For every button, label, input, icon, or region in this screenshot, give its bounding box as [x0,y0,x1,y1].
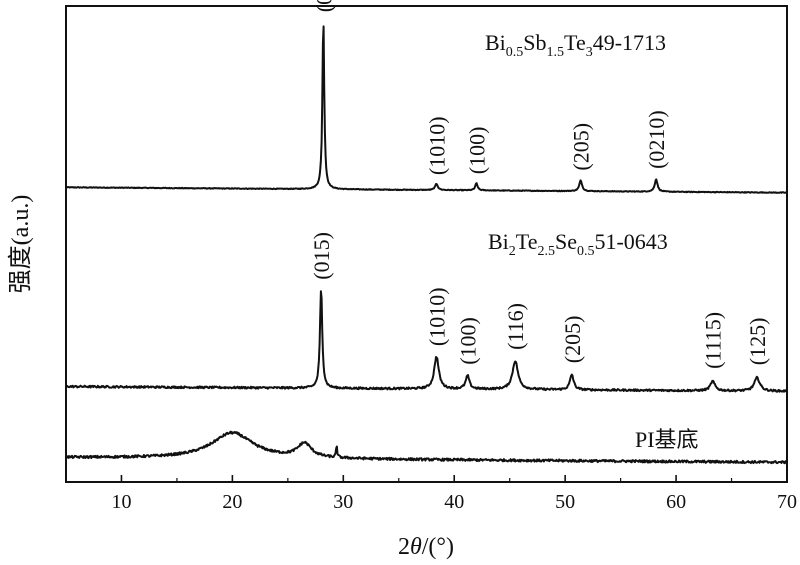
series-name-part: Bi [485,30,506,55]
y-axis-label: 强度(a.u.) [7,195,34,294]
peak-label: (100) [464,127,489,175]
series-name-part: 2.5 [537,244,555,259]
xrd-pattern-line-3 [65,430,788,465]
xrd-pattern-line-1 [65,25,788,194]
series-name-1: Bi0.5Sb1.5Te349-1713 [485,30,666,60]
peak-label: (0210) [644,110,669,169]
x-tick-label: 60 [666,491,686,513]
series-name-part: Te [564,30,586,55]
peak-label: (1010) [425,287,450,346]
peak-label: (125) [745,318,770,366]
series-name-part: 49-1713 [593,30,666,55]
x-tick-label: 20 [222,491,242,513]
plot-frame [65,5,788,483]
series-name-2: Bi2Te2.5Se0.551-0643 [488,229,668,259]
series-name-part: Se [555,229,577,254]
x-axis-label: 2θ/(°) [398,534,454,560]
peak-label: (015) [311,0,336,12]
x-tick-label: 70 [777,491,797,513]
peak-label: (205) [560,316,585,364]
peak-label: (015) [309,232,334,280]
x-tick-label: 30 [333,491,353,513]
series-name-part: 0.5 [577,244,595,259]
peak-labels: (015)(1010)(100)(205)(0210)(015)(1010)(1… [309,0,770,369]
peak-label: (1115) [701,312,726,369]
x-tick-label: 10 [111,491,131,513]
peak-label: (205) [569,123,594,171]
x-tick-label: 50 [555,491,575,513]
series-group [65,25,788,465]
series-name-part: Bi [488,229,509,254]
peak-label: (1010) [425,116,450,175]
peak-label: (100) [456,317,481,365]
xrd-pattern-line-2 [65,290,788,393]
series-name-part: PI基底 [635,427,699,452]
series-name-part: 1.5 [547,45,565,60]
series-name-part: 2 [509,244,516,259]
x-tick-label: 40 [444,491,464,513]
series-name-part: 51-0643 [594,229,667,254]
series-name-part: 0.5 [506,45,524,60]
peak-label: (116) [503,303,528,350]
series-name-part: Te [516,229,538,254]
series-name-part: 3 [586,45,593,60]
x-ticks: 10 20 30 40 50 60 70 [65,475,797,513]
series-name-part: Sb [523,30,546,55]
series-name-3: PI基底 [635,427,699,452]
